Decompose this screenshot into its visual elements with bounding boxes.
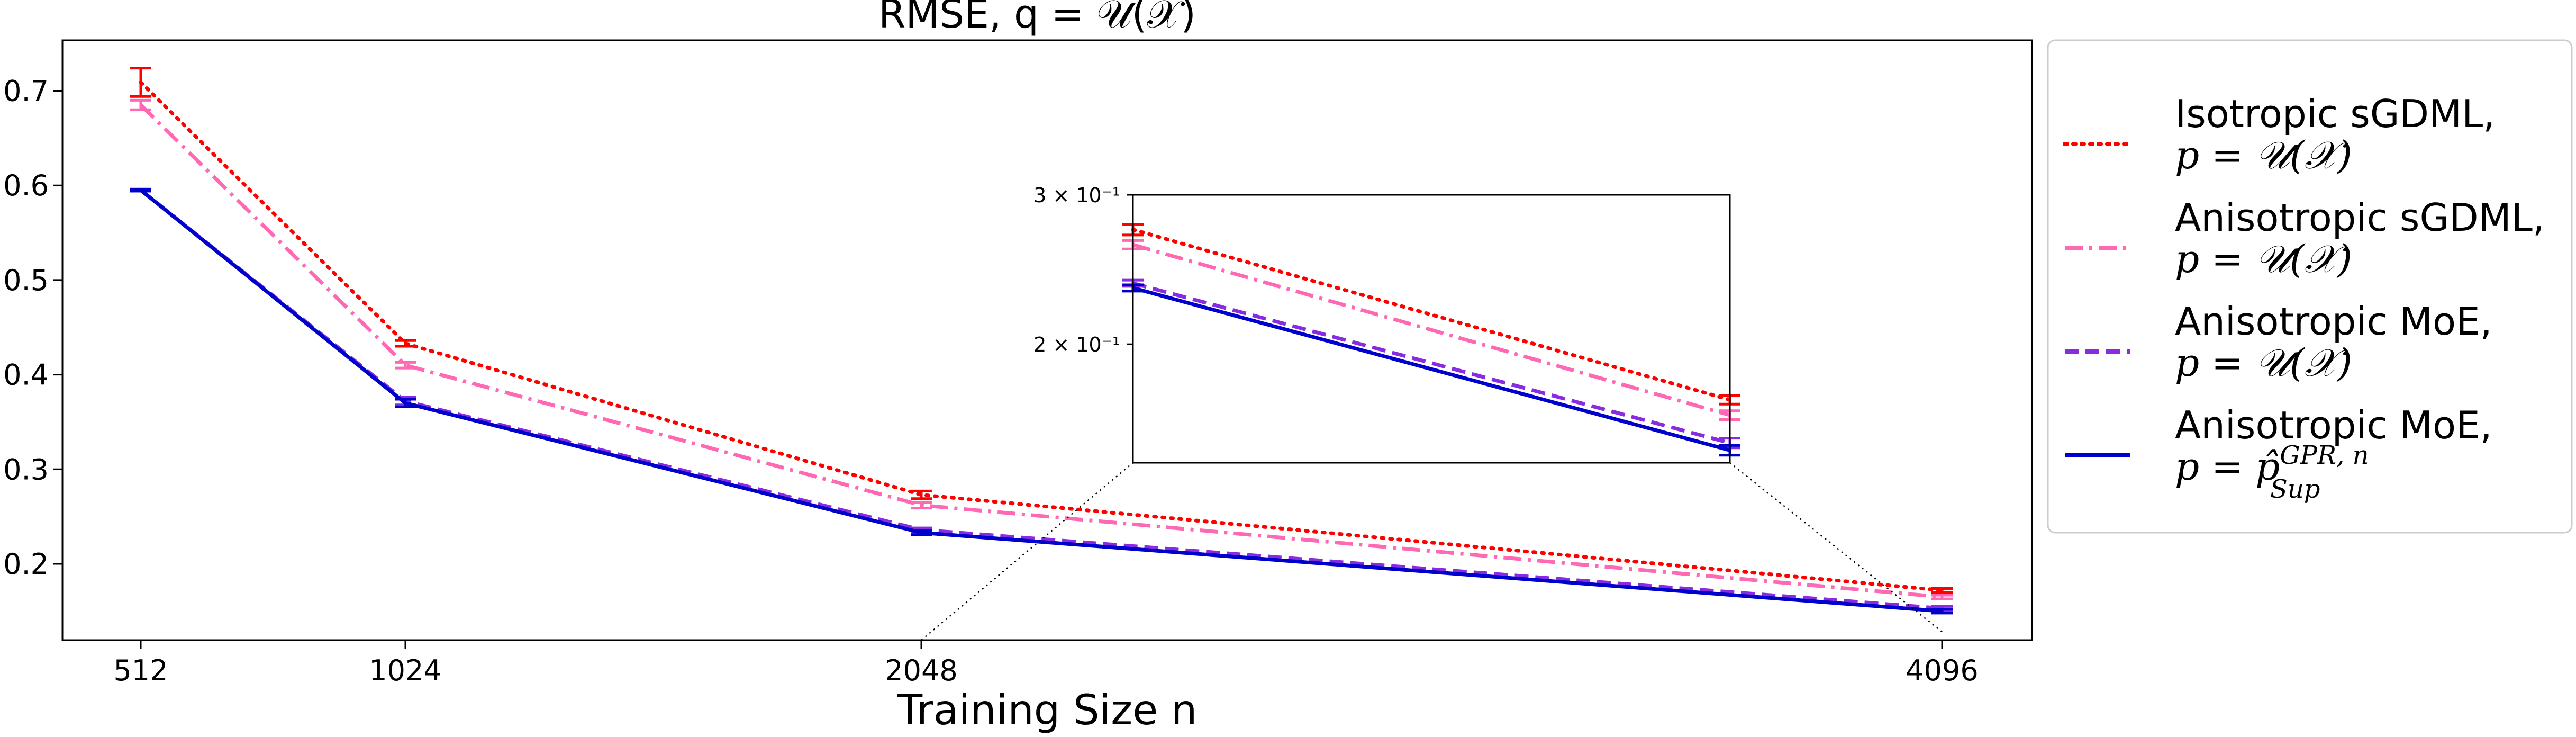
y-tick-label: 0.3 — [3, 453, 49, 486]
legend-label-line2: p = 𝒰(𝒳) — [2175, 133, 2352, 177]
legend-label-line2: p = p̂GPR, n — [2175, 441, 2369, 489]
y-tick-label: 0.6 — [3, 169, 49, 202]
inset-plot-frame — [1132, 194, 1731, 464]
legend-box — [2047, 39, 2573, 534]
legend-label-sup: GPR, n — [2280, 441, 2369, 470]
legend-label-line2: p = 𝒰(𝒳) — [2175, 340, 2352, 385]
y-tick-label: 0.7 — [3, 75, 49, 108]
plot-area-frame — [61, 39, 2033, 641]
series-line-2 — [139, 103, 1943, 599]
series-line-2 — [1132, 242, 1730, 417]
legend-label-line2: p = 𝒰(𝒳) — [2175, 237, 2352, 281]
chart-title: RMSE, q = 𝒰(𝒳) — [878, 0, 1196, 37]
series-line-1 — [139, 80, 1944, 592]
x-tick-label: 2048 — [885, 654, 957, 687]
legend-label-sub: Sup — [2270, 474, 2320, 504]
y-tick-label: 0.5 — [3, 264, 49, 297]
legend-label-line1: Anisotropic MoE, — [2175, 299, 2492, 344]
inset-connector-line — [921, 462, 1133, 641]
inset-y-tick-label: 3 × 10⁻¹ — [1033, 184, 1120, 207]
x-tick-label: 1024 — [369, 654, 441, 687]
series-line-4 — [1132, 286, 1730, 452]
x-axis-label: Training Size n — [897, 687, 1198, 734]
x-tick-label: 512 — [113, 654, 168, 687]
inset-y-tick-label: 2 × 10⁻¹ — [1033, 333, 1120, 356]
y-tick-label: 0.4 — [3, 358, 49, 392]
y-tick-label: 0.2 — [3, 547, 49, 581]
legend-label-line1: Isotropic sGDML, — [2175, 92, 2495, 136]
x-tick-label: 4096 — [1906, 654, 1978, 687]
series-line-1 — [1131, 228, 1732, 402]
series-line-4 — [139, 188, 1943, 613]
legend-label-line1: Anisotropic sGDML, — [2175, 195, 2545, 240]
legend-label-line1: Anisotropic MoE, — [2175, 403, 2492, 447]
